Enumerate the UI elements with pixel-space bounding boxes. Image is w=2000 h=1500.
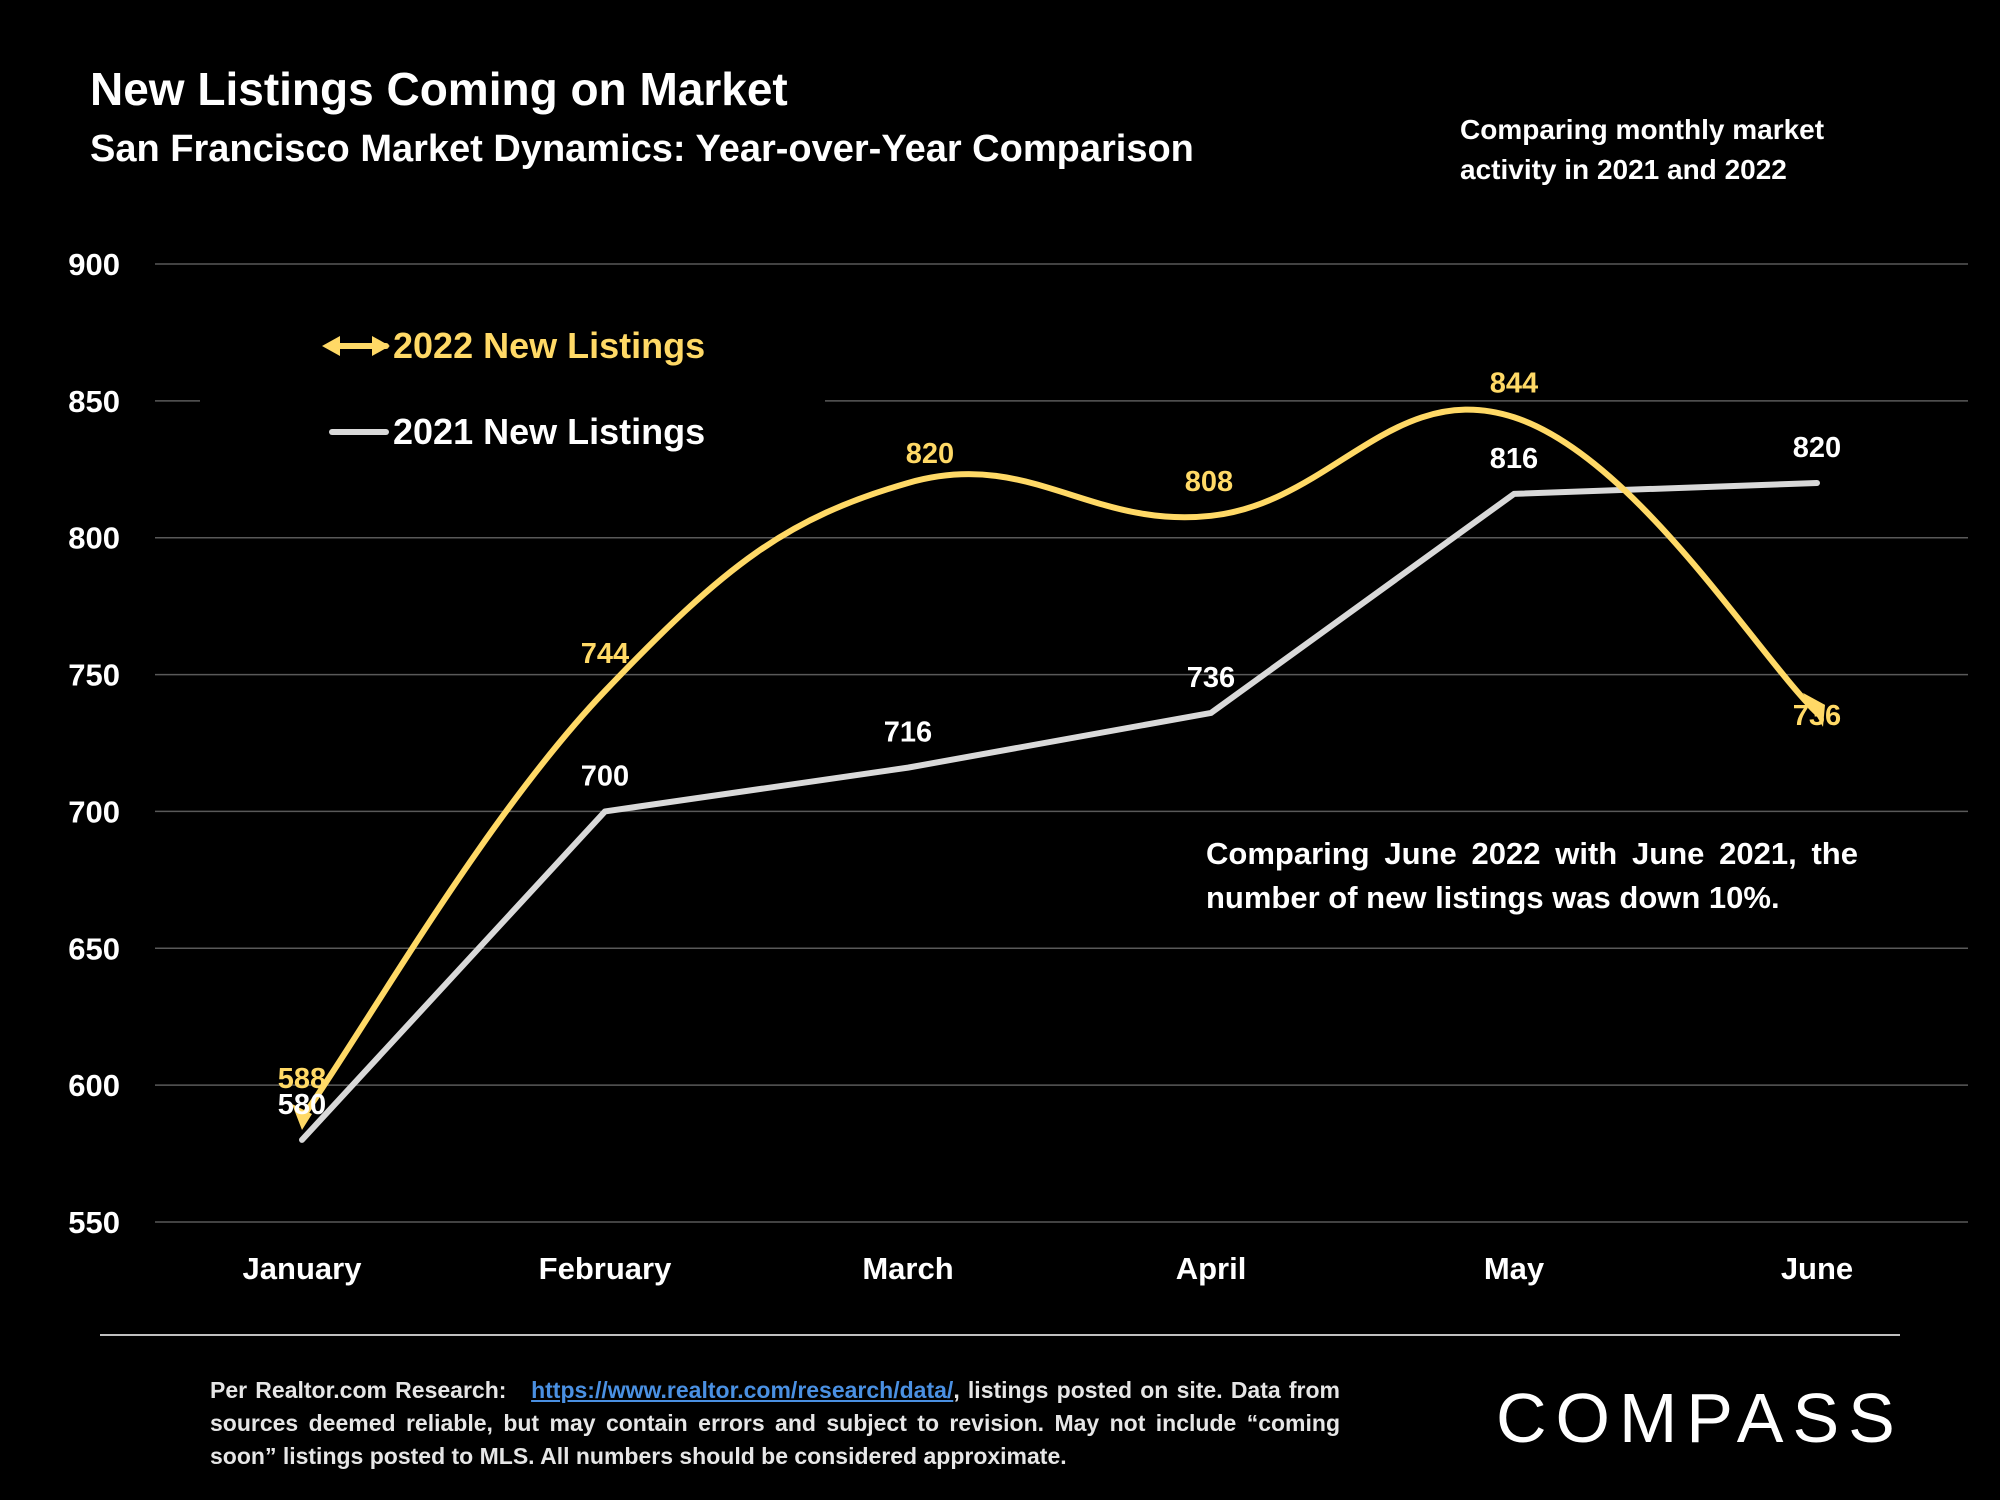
legend-label-2022: 2022 New Listings [393, 325, 705, 366]
legend-background [200, 300, 825, 460]
series-start-marker [292, 1103, 312, 1130]
chart-subtitle: San Francisco Market Dynamics: Year-over… [90, 128, 1194, 170]
x-tick-label: January [243, 1251, 363, 1286]
y-tick-label: 850 [68, 384, 120, 419]
y-tick-label: 600 [68, 1068, 120, 1103]
data-label-2021: 700 [581, 760, 629, 792]
chart-title: New Listings Coming on Market [90, 63, 788, 115]
y-tick-label: 550 [68, 1205, 120, 1240]
legend-arrow-right [372, 336, 390, 356]
x-tick-label: May [1484, 1251, 1545, 1286]
compass-logo: COMPASS [1496, 1379, 1904, 1457]
legend-label-2021: 2021 New Listings [393, 411, 705, 452]
x-axis: January February March April May June [243, 1251, 1854, 1286]
series-line-2021 [299, 479, 1820, 1143]
data-label-2021: 580 [278, 1089, 326, 1121]
data-label-2022: 736 [1793, 700, 1841, 732]
line-chart: 550 600 650 700 750 800 850 900 January February… [68, 247, 1968, 1286]
y-tick-label: 700 [68, 794, 120, 829]
data-label-2022: 808 [1185, 466, 1233, 498]
footer-divider [100, 1334, 1900, 1336]
series-end-marker [1803, 692, 1825, 727]
data-label-2021: 820 [1793, 432, 1841, 464]
source-footnote: Per Realtor.com Research: https://www.re… [210, 1374, 1340, 1473]
series-lines [292, 406, 1825, 1143]
data-label-2021: 716 [884, 717, 932, 749]
source-prefix: Per Realtor.com Research: [210, 1377, 507, 1403]
y-axis: 550 600 650 700 750 800 850 900 [68, 247, 120, 1240]
x-tick-label: April [1176, 1251, 1247, 1286]
y-tick-label: 900 [68, 247, 120, 282]
data-label-2022: 588 [278, 1063, 326, 1095]
side-note-line-1: Comparing monthly market [1460, 114, 1825, 145]
y-tick-label: 800 [68, 521, 120, 556]
data-label-2021: 736 [1187, 662, 1235, 694]
y-tick-label: 750 [68, 658, 120, 693]
x-tick-label: June [1781, 1251, 1853, 1286]
side-note: Comparing monthly market activity in 202… [1460, 110, 1920, 190]
legend-arrow-left [322, 336, 340, 356]
series-line-2022 [299, 406, 1820, 1121]
x-tick-label: February [539, 1251, 672, 1286]
side-note-line-2: activity in 2021 and 2022 [1460, 154, 1787, 185]
x-tick-label: March [862, 1251, 953, 1286]
source-suffix: , listings posted on site. Data from sou… [210, 1377, 1341, 1469]
legend: 2022 New Listings 2021 New Listings [200, 300, 825, 460]
data-label-2022: 820 [906, 438, 954, 470]
source-link[interactable]: https://www.realtor.com/research/data/ [531, 1377, 954, 1403]
data-labels: 588 744 820 808 844 736 580 700 716 736 816 820 [278, 367, 1841, 1121]
data-label-2022: 744 [581, 638, 629, 670]
y-tick-label: 650 [68, 931, 120, 966]
callout-note: Comparing June 2022 with June 2021, the … [1206, 836, 1858, 915]
data-label-2021: 816 [1490, 443, 1538, 475]
data-label-2022: 844 [1490, 367, 1538, 399]
